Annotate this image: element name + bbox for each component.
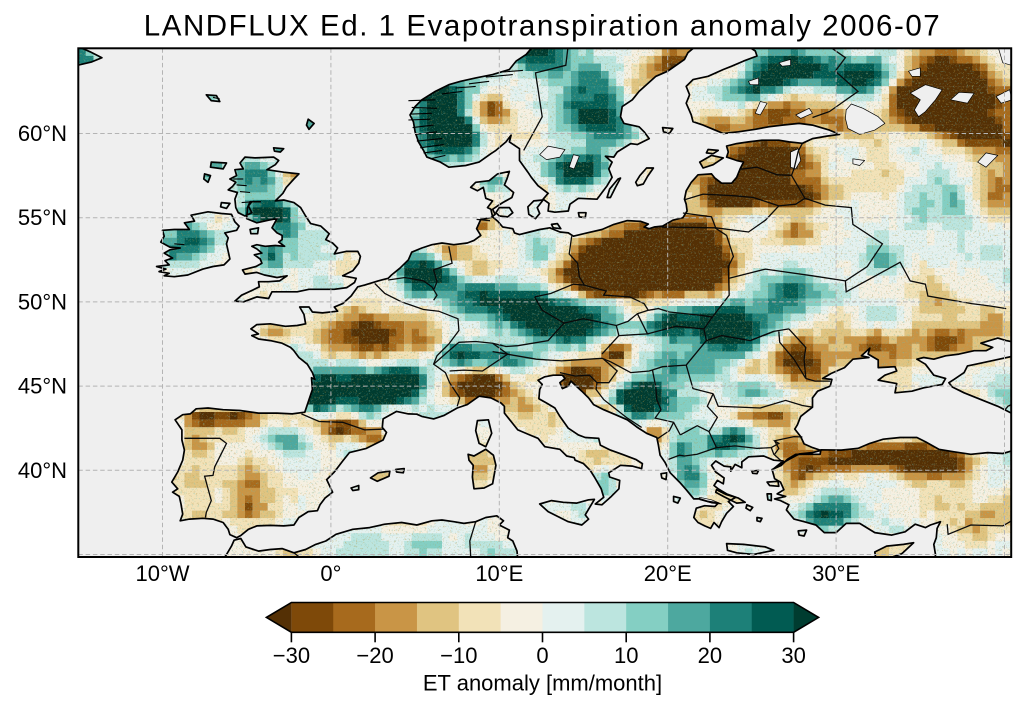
svg-text:40°N: 40°N [18,458,67,483]
svg-text:ET anomaly [mm/month]: ET anomaly [mm/month] [423,671,662,696]
svg-text:30°E: 30°E [812,561,860,586]
svg-text:−10: −10 [440,643,477,668]
svg-text:10°E: 10°E [475,561,523,586]
svg-text:10: 10 [614,643,638,668]
svg-text:30: 30 [781,643,805,668]
svg-text:0°: 0° [320,561,341,586]
svg-text:0: 0 [536,643,548,668]
svg-text:−30: −30 [273,643,310,668]
svg-text:20: 20 [698,643,722,668]
svg-text:LANDFLUX Ed. 1 Evapotranspirat: LANDFLUX Ed. 1 Evapotranspiration anomal… [144,10,941,43]
svg-text:10°W: 10°W [135,561,189,586]
svg-text:20°E: 20°E [644,561,692,586]
svg-text:−20: −20 [356,643,393,668]
svg-text:45°N: 45°N [18,374,67,399]
svg-text:60°N: 60°N [18,121,67,146]
svg-text:50°N: 50°N [18,289,67,314]
svg-text:55°N: 55°N [18,205,67,230]
